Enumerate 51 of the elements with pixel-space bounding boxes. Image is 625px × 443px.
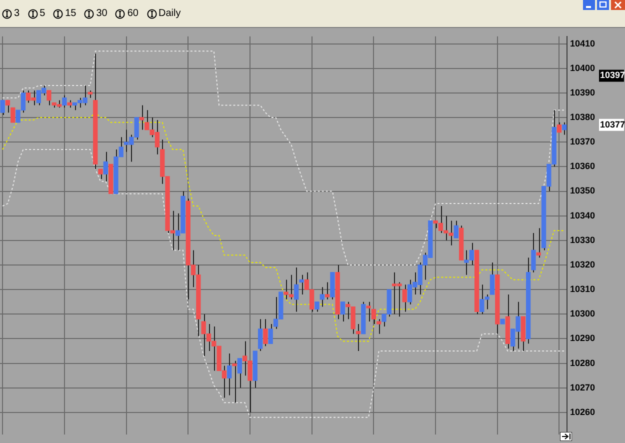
text: Daily (158, 8, 181, 19)
text: 30 (96, 8, 108, 19)
y-tick-label: 10360 (570, 161, 596, 172)
candlestick (263, 318, 268, 347)
candlestick (294, 266, 299, 312)
candlestick (402, 284, 407, 312)
y-tick-label: 10340 (570, 210, 596, 220)
line-series (2, 50, 565, 266)
candlestick (314, 301, 320, 312)
candlestick (46, 90, 52, 106)
candlestick (454, 220, 458, 238)
candlestick (356, 323, 361, 352)
candlestick (0, 100, 5, 116)
line-series (2, 112, 565, 342)
y-tick-label: 10410 (570, 38, 596, 48)
candlestick (103, 151, 108, 182)
candlestick (556, 122, 562, 133)
y-tick-label: 10390 (570, 87, 596, 98)
candlestick (562, 122, 567, 136)
candlestick (536, 228, 541, 258)
candlestick (62, 94, 67, 108)
y-tick-label: 10330 (570, 234, 596, 245)
y-tick-label: 10280 (570, 358, 596, 368)
text: 3 (14, 8, 20, 19)
candlestick (232, 360, 237, 404)
candlestick (10, 107, 16, 123)
y-tick-label: 10270 (570, 382, 596, 392)
candlestick (320, 286, 324, 308)
y-tick-label: 10320 (570, 259, 596, 270)
y-tick-label: 10310 (570, 284, 596, 294)
y-tick-label: 10300 (570, 308, 596, 319)
y-tick-label: 10400 (570, 62, 596, 73)
candlestick (531, 232, 536, 273)
candlestick (299, 274, 304, 295)
candlestick (258, 318, 263, 352)
line-series (2, 148, 565, 418)
candlestick (340, 301, 346, 322)
candlestick (490, 262, 495, 295)
candlestick (98, 168, 103, 180)
text: 10377 (600, 119, 625, 130)
text: 15 (65, 8, 76, 19)
text: 60 (127, 8, 138, 19)
y-tick-label: 10380 (570, 112, 596, 122)
y-tick-label: 10260 (570, 406, 596, 417)
text: 5 (40, 8, 46, 19)
y-tick-label: 10290 (570, 333, 596, 344)
y-tick-label: 10350 (570, 186, 596, 196)
y-tick-label: 10370 (570, 136, 596, 147)
candlestick (376, 318, 382, 334)
candlestick (324, 282, 330, 300)
candlestick (227, 352, 232, 396)
